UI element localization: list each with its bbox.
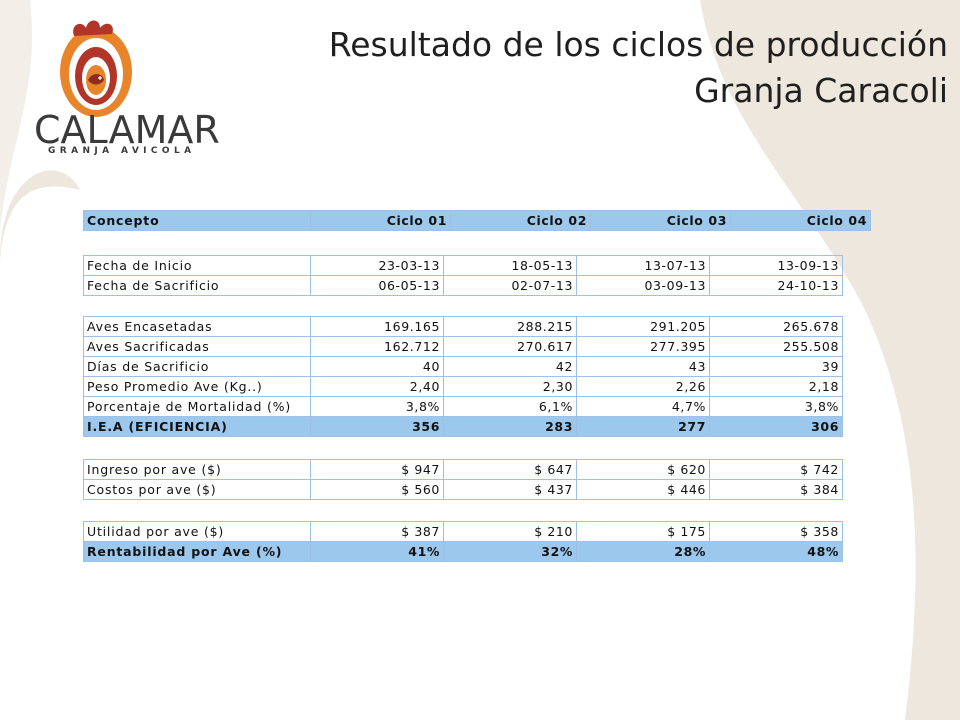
table-row: Fecha de Inicio 23-03-13 18-05-13 13-07-… [83,255,843,276]
cell: 4,7% [576,396,710,417]
cell: $ 620 [576,459,710,480]
title-line-2: Granja Caracoli [694,71,948,110]
cell: $ 947 [310,459,444,480]
cell: 283 [443,416,577,437]
logo-brand: CALAMAR [34,108,220,152]
table-row: Días de Sacrificio 40 42 43 39 [83,356,843,377]
cell: $ 560 [310,479,444,500]
cell: 169.165 [310,316,444,337]
cell: 291.205 [576,316,710,337]
title-line-1: Resultado de los ciclos de producción [328,25,948,64]
table-row: Fecha de Sacrificio 06-05-13 02-07-13 03… [83,275,843,296]
row-label: I.E.A (EFICIENCIA) [83,416,311,437]
cell: 41% [310,541,444,562]
production-table: Aves Encasetadas 169.165 288.215 291.205… [83,316,843,437]
row-label: Aves Sacrificadas [83,336,311,357]
cell: 24-10-13 [709,275,843,296]
row-label: Fecha de Sacrificio [83,275,311,296]
cell: 23-03-13 [310,255,444,276]
cell: 42 [443,356,577,377]
cell: 2,30 [443,376,577,397]
page-title: Resultado de los ciclos de producción Gr… [329,22,948,114]
table-header: Concepto Ciclo 01 Ciclo 02 Ciclo 03 Cicl… [83,210,871,231]
cell: 02-07-13 [443,275,577,296]
cell: 48% [709,541,843,562]
dates-table: Fecha de Inicio 23-03-13 18-05-13 13-07-… [83,255,843,296]
cell: 06-05-13 [310,275,444,296]
iea-row: I.E.A (EFICIENCIA) 356 283 277 306 [83,416,843,437]
cell: 03-09-13 [576,275,710,296]
cell: 40 [310,356,444,377]
cell: 18-05-13 [443,255,577,276]
row-label: Porcentaje de Mortalidad (%) [83,396,311,417]
table-row: Aves Sacrificadas 162.712 270.617 277.39… [83,336,843,357]
table-row: Porcentaje de Mortalidad (%) 3,8% 6,1% 4… [83,396,843,417]
cell: 265.678 [709,316,843,337]
cell: 288.215 [443,316,577,337]
cell: $ 175 [576,521,710,542]
utility-table: Utilidad por ave ($) $ 387 $ 210 $ 175 $… [83,521,843,562]
header-ciclo-04: Ciclo 04 [730,210,871,231]
header-ciclo-02: Ciclo 02 [450,210,591,231]
cell: $ 210 [443,521,577,542]
cell: 255.508 [709,336,843,357]
cell: 277.395 [576,336,710,357]
cell: 2,40 [310,376,444,397]
row-label: Ingreso por ave ($) [83,459,311,480]
cell: 356 [310,416,444,437]
cell: 2,18 [709,376,843,397]
cell: 162.712 [310,336,444,357]
cell: $ 647 [443,459,577,480]
cell: 32% [443,541,577,562]
cell: $ 446 [576,479,710,500]
cell: 2,26 [576,376,710,397]
cell: 6,1% [443,396,577,417]
cell: $ 437 [443,479,577,500]
cell: $ 742 [709,459,843,480]
cell: $ 358 [709,521,843,542]
cell: $ 387 [310,521,444,542]
row-label: Días de Sacrificio [83,356,311,377]
table-row: Ingreso por ave ($) $ 947 $ 647 $ 620 $ … [83,459,843,480]
rentabilidad-row: Rentabilidad por Ave (%) 41% 32% 28% 48% [83,541,843,562]
header-ciclo-03: Ciclo 03 [590,210,731,231]
costs-table: Ingreso por ave ($) $ 947 $ 647 $ 620 $ … [83,459,843,500]
row-label: Costos por ave ($) [83,479,311,500]
table-row: Utilidad por ave ($) $ 387 $ 210 $ 175 $… [83,521,843,542]
table-row: Aves Encasetadas 169.165 288.215 291.205… [83,316,843,337]
cell: $ 384 [709,479,843,500]
cell: 270.617 [443,336,577,357]
row-label: Peso Promedio Ave (Kg..) [83,376,311,397]
logo-subtitle: GRANJA AVICOLA [48,146,196,156]
header-ciclo-01: Ciclo 01 [310,210,451,231]
cell: 3,8% [310,396,444,417]
cell: 306 [709,416,843,437]
header-row: Concepto Ciclo 01 Ciclo 02 Ciclo 03 Cicl… [83,210,871,231]
row-label: Rentabilidad por Ave (%) [83,541,311,562]
row-label: Utilidad por ave ($) [83,521,311,542]
table-row: Costos por ave ($) $ 560 $ 437 $ 446 $ 3… [83,479,843,500]
row-label: Aves Encasetadas [83,316,311,337]
header-concepto: Concepto [83,210,311,231]
cell: 39 [709,356,843,377]
cell: 3,8% [709,396,843,417]
cell: 13-09-13 [709,255,843,276]
row-label: Fecha de Inicio [83,255,311,276]
cell: 43 [576,356,710,377]
cell: 277 [576,416,710,437]
cell: 13-07-13 [576,255,710,276]
rooster-spiral-icon [60,20,132,117]
table-row: Peso Promedio Ave (Kg..) 2,40 2,30 2,26 … [83,376,843,397]
cell: 28% [576,541,710,562]
